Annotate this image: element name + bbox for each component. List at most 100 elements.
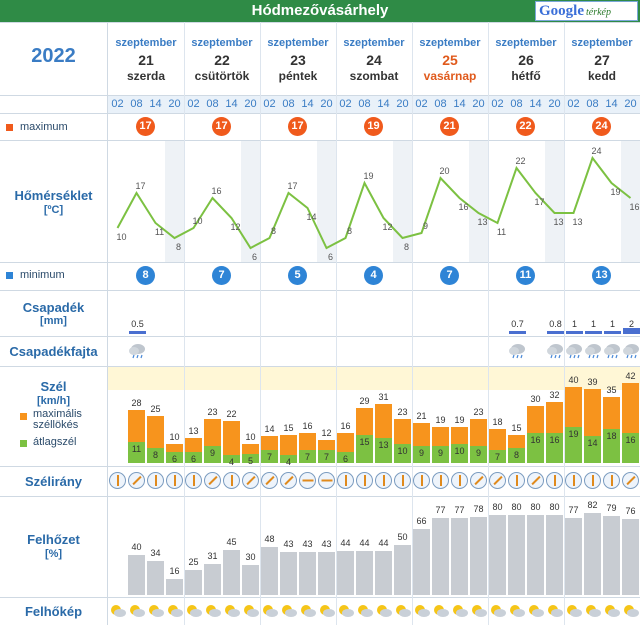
precip-value-label: 0.5 bbox=[131, 319, 144, 329]
cloud-value-label: 44 bbox=[359, 538, 370, 548]
avg-value-label: 14 bbox=[587, 438, 598, 449]
gust-value-label: 15 bbox=[511, 422, 522, 433]
night-shade bbox=[621, 141, 640, 262]
hour-label: 02 bbox=[567, 98, 580, 110]
hour-label: 02 bbox=[263, 98, 276, 110]
day-weekday: kedd bbox=[587, 69, 616, 83]
gust-value-label: 42 bbox=[625, 371, 636, 382]
row-divider bbox=[0, 366, 640, 367]
wind-direction-arrow-icon bbox=[223, 472, 240, 489]
temp-value-label: 9 bbox=[423, 221, 428, 231]
avg-wind-bar bbox=[185, 451, 202, 463]
day-month: szeptember bbox=[343, 37, 405, 49]
day-number: 21 bbox=[138, 52, 154, 68]
day-month: szeptember bbox=[419, 37, 481, 49]
hour-label: 20 bbox=[320, 98, 333, 110]
avg-wind-bar bbox=[147, 447, 164, 463]
day-header[interactable]: szeptember 27 kedd bbox=[564, 22, 640, 94]
temp-value-label: 14 bbox=[306, 212, 316, 222]
day-header[interactable]: szeptember 26 hétfő bbox=[488, 22, 564, 94]
day-divider bbox=[412, 22, 413, 625]
gust-value-label: 16 bbox=[340, 420, 351, 431]
cloud-bar bbox=[299, 552, 316, 595]
avg-wind-bar bbox=[337, 451, 354, 463]
cloud-bar bbox=[375, 551, 392, 595]
cloud-bar bbox=[394, 545, 411, 595]
min-temp-badge: 8 bbox=[136, 266, 155, 285]
title-bar: Hódmezővásárhely Google térkép bbox=[0, 0, 640, 22]
temp-value-label: 17 bbox=[135, 181, 145, 191]
cloud-bar bbox=[242, 565, 259, 595]
gust-value-label: 16 bbox=[302, 420, 313, 431]
avg-value-label: 8 bbox=[152, 449, 158, 460]
avg-wind-bar bbox=[394, 444, 411, 463]
min-temp-badge: 7 bbox=[212, 266, 231, 285]
gust-value-label: 29 bbox=[359, 395, 370, 406]
avg-value-label: 16 bbox=[530, 434, 541, 445]
rain-cloud-icon bbox=[584, 343, 602, 359]
avg-value-label: 9 bbox=[475, 447, 481, 458]
cloud-bar bbox=[356, 551, 373, 595]
avg-wind-bar bbox=[242, 453, 259, 463]
avg-wind-bar bbox=[508, 447, 525, 463]
wind-direction-arrow-icon bbox=[622, 472, 639, 489]
row-divider bbox=[0, 140, 640, 141]
avg-wind-bar bbox=[584, 436, 601, 463]
cloud-bar bbox=[147, 561, 164, 595]
day-header[interactable]: szeptember 24 szombat bbox=[336, 22, 412, 94]
rain-cloud-icon bbox=[128, 343, 146, 359]
max-label: maximum bbox=[20, 121, 68, 133]
cloud-bar bbox=[337, 551, 354, 595]
partly-cloudy-icon bbox=[432, 603, 450, 617]
cloud-bar bbox=[584, 513, 601, 595]
temp-value-label: 16 bbox=[211, 186, 221, 196]
gust-value-label: 35 bbox=[606, 384, 617, 395]
rain-cloud-icon bbox=[508, 343, 526, 359]
day-header[interactable]: szeptember 25 vasárnap bbox=[412, 22, 488, 94]
day-header[interactable]: szeptember 21 szerda bbox=[108, 22, 184, 94]
day-header[interactable]: szeptember 23 péntek bbox=[260, 22, 336, 94]
partly-cloudy-icon bbox=[603, 603, 621, 617]
partly-cloudy-icon bbox=[299, 603, 317, 617]
night-shade bbox=[545, 141, 564, 262]
night-shade bbox=[165, 141, 184, 262]
avg-wind-bar bbox=[546, 432, 563, 463]
wind-direction-arrow-icon bbox=[356, 472, 373, 489]
temp-value-label: 10 bbox=[192, 216, 202, 226]
cloud-value-label: 77 bbox=[568, 505, 579, 515]
avg-wind-bar bbox=[261, 449, 278, 463]
gust-legend-square bbox=[20, 413, 27, 420]
hour-strip bbox=[108, 95, 640, 113]
precip-type-label: Csapadékfajta bbox=[9, 344, 98, 359]
gust-value-label: 23 bbox=[207, 407, 218, 418]
day-header[interactable]: szeptember 22 csütörtök bbox=[184, 22, 260, 94]
cloud-bar bbox=[489, 515, 506, 595]
avg-wind-bar bbox=[603, 428, 620, 463]
night-shade bbox=[241, 141, 260, 262]
temp-value-label: 19 bbox=[610, 187, 620, 197]
partly-cloudy-icon bbox=[565, 603, 583, 617]
avg-value-label: 11 bbox=[131, 444, 142, 455]
avg-wind-bar bbox=[413, 445, 430, 463]
hour-label: 14 bbox=[605, 98, 618, 110]
avg-wind-bar bbox=[299, 449, 316, 463]
avg-value-label: 16 bbox=[625, 434, 636, 445]
day-divider bbox=[260, 22, 261, 625]
gust-value-label: 13 bbox=[188, 426, 199, 437]
min-label: minimum bbox=[20, 269, 65, 281]
cloud-value-label: 79 bbox=[606, 503, 617, 513]
day-divider bbox=[488, 22, 489, 625]
min-temp-badge: 13 bbox=[592, 266, 611, 285]
day-month: szeptember bbox=[115, 37, 177, 49]
cloud-bar bbox=[318, 552, 335, 595]
google-maps-logo[interactable]: Google térkép bbox=[535, 1, 638, 21]
max-temp-badge: 21 bbox=[440, 117, 459, 136]
gust-bar bbox=[223, 421, 240, 463]
wind-direction-arrow-icon bbox=[337, 472, 354, 489]
temp-value-label: 12 bbox=[230, 222, 240, 232]
row-divider bbox=[0, 597, 640, 598]
gust-value-label: 25 bbox=[150, 403, 161, 414]
day-month: szeptember bbox=[191, 37, 253, 49]
day-divider bbox=[564, 22, 565, 625]
day-divider bbox=[184, 22, 185, 625]
